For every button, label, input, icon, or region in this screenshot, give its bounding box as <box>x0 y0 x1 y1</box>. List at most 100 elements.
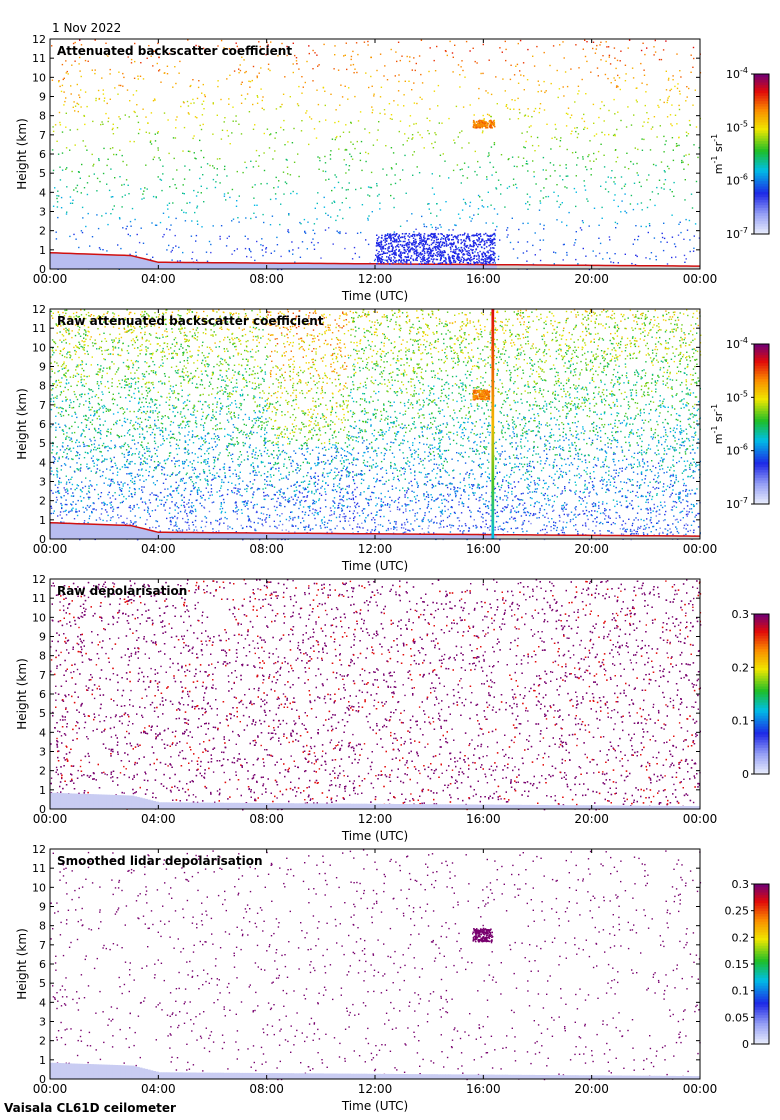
data-pixel <box>583 432 585 435</box>
data-pixel <box>107 117 110 119</box>
data-pixel <box>207 320 209 322</box>
data-pixel <box>342 131 345 133</box>
data-pixel <box>65 168 67 170</box>
data-pixel <box>283 492 285 494</box>
data-pixel <box>365 160 367 163</box>
data-pixel <box>290 358 292 360</box>
data-pixel <box>99 248 102 251</box>
data-pixel <box>270 41 272 43</box>
data-pixel <box>276 318 279 321</box>
data-pixel <box>348 357 350 359</box>
data-pixel <box>146 253 148 255</box>
data-pixel <box>336 135 338 138</box>
data-pixel <box>577 433 579 435</box>
data-pixel <box>528 409 530 412</box>
data-pixel <box>347 188 349 191</box>
data-pixel <box>247 515 249 517</box>
data-pixel <box>505 341 507 343</box>
data-pixel <box>455 375 458 378</box>
aerosol-pixel <box>483 247 486 250</box>
data-pixel <box>562 86 564 88</box>
data-pixel <box>140 469 143 471</box>
data-pixel <box>298 485 300 487</box>
data-pixel <box>632 357 634 359</box>
data-pixel <box>121 184 123 186</box>
data-pixel <box>194 486 196 488</box>
surface-cell <box>664 265 668 269</box>
data-pixel <box>334 467 336 469</box>
data-pixel <box>101 474 104 477</box>
aerosol-pixel <box>398 254 400 257</box>
surface-cell <box>261 263 265 269</box>
data-pixel <box>567 412 569 415</box>
data-pixel <box>696 409 699 412</box>
data-pixel <box>689 239 691 241</box>
data-pixel <box>74 105 77 107</box>
data-pixel <box>537 425 539 427</box>
data-pixel <box>485 222 487 224</box>
colorbar-swatch <box>754 215 769 219</box>
data-pixel <box>493 208 496 210</box>
data-pixel <box>642 42 644 44</box>
data-pixel <box>287 229 289 231</box>
data-pixel <box>152 383 154 386</box>
data-pixel <box>286 45 288 48</box>
data-pixel <box>289 96 291 98</box>
data-pixel <box>479 166 481 168</box>
data-pixel <box>498 255 500 258</box>
data-pixel <box>552 448 554 450</box>
surface-cell <box>342 263 346 269</box>
aerosol-pixel <box>416 252 418 255</box>
data-pixel <box>328 463 331 465</box>
data-pixel <box>259 45 261 48</box>
data-pixel <box>554 170 556 172</box>
data-pixel <box>480 526 483 529</box>
data-pixel <box>483 118 485 120</box>
data-pixel <box>494 235 496 237</box>
aerosol-pixel <box>404 237 406 240</box>
data-pixel <box>482 349 484 351</box>
data-pixel <box>80 434 83 436</box>
data-pixel <box>559 175 561 177</box>
data-pixel <box>500 510 502 512</box>
data-pixel <box>315 424 317 427</box>
data-pixel <box>626 152 628 154</box>
data-pixel <box>189 150 191 153</box>
aerosol-pixel <box>420 260 422 263</box>
aerosol-pixel <box>490 235 493 237</box>
data-pixel <box>437 397 440 399</box>
colorbar-swatch <box>754 162 769 166</box>
data-pixel <box>500 393 502 395</box>
data-pixel <box>139 417 141 420</box>
data-pixel <box>78 63 80 65</box>
aerosol-pixel <box>419 251 422 254</box>
data-pixel <box>303 349 306 352</box>
data-pixel <box>174 324 176 326</box>
data-pixel <box>676 424 678 426</box>
surface-cell <box>518 264 522 269</box>
data-pixel <box>160 364 162 367</box>
data-pixel <box>502 327 504 329</box>
surface-cell <box>207 262 211 269</box>
colorbar-swatch <box>754 231 769 235</box>
data-pixel <box>516 63 519 66</box>
data-pixel <box>634 384 637 386</box>
data-pixel <box>175 82 177 85</box>
cloud-pixel <box>489 126 492 129</box>
data-pixel <box>345 197 347 199</box>
data-pixel <box>377 129 379 131</box>
data-pixel <box>219 158 221 160</box>
data-pixel <box>196 490 199 492</box>
data-pixel <box>495 188 498 190</box>
data-pixel <box>186 472 188 474</box>
aerosol-pixel <box>441 250 443 253</box>
data-pixel <box>614 113 616 115</box>
data-pixel <box>487 206 489 208</box>
data-pixel <box>582 409 584 411</box>
data-pixel <box>86 182 89 184</box>
surface-cell <box>109 254 113 269</box>
aerosol-pixel <box>467 235 469 237</box>
data-pixel <box>176 169 178 171</box>
surface-cell <box>353 263 357 269</box>
data-pixel <box>560 137 562 139</box>
